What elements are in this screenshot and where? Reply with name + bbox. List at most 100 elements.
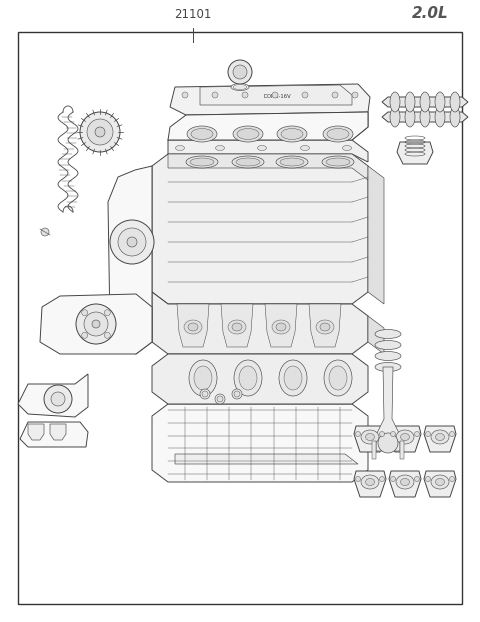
Circle shape — [82, 310, 88, 316]
Ellipse shape — [186, 156, 218, 168]
Circle shape — [110, 220, 154, 264]
Bar — [400, 441, 404, 459]
Ellipse shape — [323, 126, 353, 142]
Ellipse shape — [279, 360, 307, 396]
Ellipse shape — [420, 92, 430, 112]
Polygon shape — [382, 97, 468, 107]
Ellipse shape — [228, 320, 246, 334]
Circle shape — [215, 394, 225, 404]
Ellipse shape — [375, 340, 401, 350]
Ellipse shape — [233, 126, 263, 142]
Circle shape — [449, 476, 455, 481]
Ellipse shape — [450, 107, 460, 127]
Ellipse shape — [190, 158, 214, 166]
Polygon shape — [424, 426, 456, 452]
Circle shape — [127, 237, 137, 247]
Ellipse shape — [329, 366, 347, 390]
Circle shape — [391, 432, 396, 437]
Text: 21101: 21101 — [174, 8, 212, 21]
Ellipse shape — [232, 156, 264, 168]
Ellipse shape — [324, 360, 352, 396]
Circle shape — [80, 112, 120, 152]
Ellipse shape — [390, 92, 400, 112]
Ellipse shape — [343, 146, 351, 151]
Ellipse shape — [191, 129, 213, 139]
Polygon shape — [168, 154, 368, 180]
Polygon shape — [18, 374, 88, 417]
Circle shape — [182, 92, 188, 98]
Polygon shape — [170, 84, 370, 115]
Ellipse shape — [277, 126, 307, 142]
Ellipse shape — [365, 478, 374, 486]
Polygon shape — [108, 166, 152, 354]
Circle shape — [84, 312, 108, 336]
Ellipse shape — [375, 330, 401, 338]
Ellipse shape — [257, 146, 266, 151]
Ellipse shape — [232, 323, 242, 331]
Ellipse shape — [188, 323, 198, 331]
Ellipse shape — [405, 92, 415, 112]
Ellipse shape — [375, 351, 401, 361]
Polygon shape — [20, 422, 88, 447]
Circle shape — [356, 432, 360, 437]
Polygon shape — [177, 304, 209, 347]
Ellipse shape — [431, 430, 449, 444]
Ellipse shape — [300, 146, 310, 151]
Polygon shape — [152, 292, 368, 354]
Ellipse shape — [322, 156, 354, 168]
Ellipse shape — [435, 107, 445, 127]
Ellipse shape — [396, 430, 414, 444]
Circle shape — [449, 432, 455, 437]
Ellipse shape — [184, 320, 202, 334]
Ellipse shape — [375, 363, 401, 371]
Circle shape — [415, 476, 420, 481]
Polygon shape — [265, 304, 297, 347]
Ellipse shape — [237, 129, 259, 139]
Polygon shape — [389, 426, 421, 452]
Ellipse shape — [216, 146, 225, 151]
Ellipse shape — [272, 320, 290, 334]
Circle shape — [425, 476, 431, 481]
Polygon shape — [424, 471, 456, 497]
Polygon shape — [397, 142, 433, 164]
Circle shape — [242, 92, 248, 98]
Polygon shape — [376, 367, 400, 451]
Ellipse shape — [320, 323, 330, 331]
Ellipse shape — [189, 360, 217, 396]
Ellipse shape — [276, 156, 308, 168]
Circle shape — [87, 119, 113, 145]
Bar — [372, 441, 376, 459]
Circle shape — [415, 432, 420, 437]
Circle shape — [228, 60, 252, 84]
Ellipse shape — [316, 320, 334, 334]
Ellipse shape — [361, 475, 379, 489]
Ellipse shape — [396, 475, 414, 489]
Polygon shape — [28, 424, 44, 440]
Ellipse shape — [361, 430, 379, 444]
Ellipse shape — [194, 366, 212, 390]
Ellipse shape — [435, 478, 444, 486]
Ellipse shape — [365, 434, 374, 440]
Polygon shape — [175, 454, 358, 464]
Polygon shape — [354, 426, 386, 452]
Circle shape — [356, 476, 360, 481]
Polygon shape — [168, 112, 368, 140]
Polygon shape — [168, 140, 368, 162]
Polygon shape — [221, 304, 253, 347]
Circle shape — [92, 320, 100, 328]
Circle shape — [380, 432, 384, 437]
Circle shape — [380, 476, 384, 481]
Ellipse shape — [276, 323, 286, 331]
Ellipse shape — [450, 92, 460, 112]
Circle shape — [200, 389, 210, 399]
Polygon shape — [168, 112, 368, 140]
Circle shape — [234, 391, 240, 397]
Circle shape — [233, 65, 247, 79]
Ellipse shape — [435, 92, 445, 112]
Circle shape — [202, 391, 208, 397]
Ellipse shape — [231, 83, 249, 90]
Ellipse shape — [281, 129, 303, 139]
Ellipse shape — [280, 158, 304, 166]
Polygon shape — [389, 471, 421, 497]
Ellipse shape — [435, 434, 444, 440]
